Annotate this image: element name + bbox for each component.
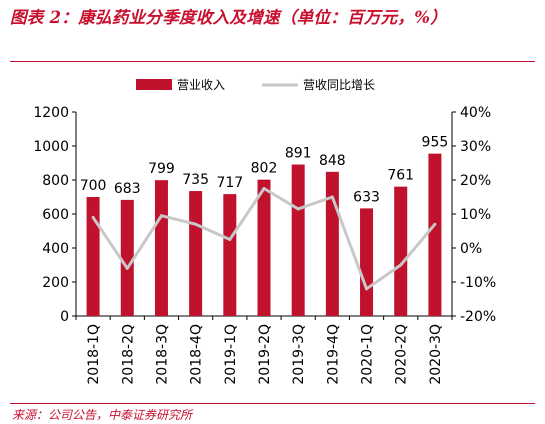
x-tick-label: 2019-4Q (325, 324, 341, 385)
y-right-tick-label: 30% (460, 139, 491, 155)
data-label: 955 (422, 135, 449, 151)
growth-point (125, 266, 129, 270)
y-left-tick-label: 200 (42, 275, 69, 291)
data-label: 802 (251, 161, 278, 177)
y-left-tick-label: 800 (42, 173, 69, 189)
data-label: 735 (182, 172, 209, 188)
x-tick-label: 2018-4Q (189, 324, 205, 385)
y-left-tick-label: 400 (42, 241, 69, 257)
y-right-tick-label: 40% (460, 105, 491, 121)
y-left-tick-label: 0 (60, 309, 69, 325)
growth-point (228, 238, 232, 241)
x-tick-label: 2019-2Q (257, 324, 273, 385)
data-label: 700 (80, 178, 107, 194)
data-label: 761 (387, 168, 414, 184)
y-left-tick-label: 600 (42, 207, 69, 223)
title-divider (10, 61, 535, 62)
bar (325, 171, 339, 316)
x-tick-label: 2020-2Q (394, 324, 410, 385)
bar (86, 197, 100, 316)
data-label: 799 (148, 161, 175, 177)
y-right-tick-label: 0% (460, 241, 482, 257)
bar (394, 186, 408, 316)
x-tick-label: 2018-2Q (120, 324, 136, 385)
y-right-tick-label: -10% (460, 275, 496, 291)
growth-point (159, 214, 163, 218)
bar (360, 208, 374, 316)
data-label: 848 (319, 153, 346, 169)
growth-point (330, 195, 334, 199)
x-tick-label: 2018-3Q (154, 324, 170, 385)
x-tick-label: 2018-1Q (86, 324, 102, 385)
bar (223, 194, 237, 316)
bar (428, 153, 442, 316)
y-right-tick-label: 10% (460, 207, 491, 223)
x-tick-label: 2019-3Q (291, 324, 307, 385)
y-left-tick-label: 1000 (33, 139, 69, 155)
legend-bar-label: 营业收入 (177, 78, 225, 92)
growth-point (399, 263, 403, 267)
x-tick-label: 2019-1Q (223, 324, 239, 385)
y-right-tick-label: -20% (460, 309, 496, 325)
data-label: 683 (114, 181, 141, 197)
bar (189, 191, 203, 316)
growth-point (262, 187, 266, 190)
growth-point (296, 207, 300, 211)
growth-point (433, 222, 437, 226)
bar (154, 180, 168, 316)
source-note: 来源：公司公告，中泰证券研究所 (12, 408, 193, 422)
growth-point (365, 287, 369, 291)
data-label: 633 (353, 189, 380, 205)
bar (120, 199, 134, 316)
data-label: 891 (285, 146, 312, 162)
legend-line-label: 营收同比增长 (303, 78, 375, 92)
growth-point (194, 222, 198, 226)
legend-bar-swatch (136, 79, 172, 90)
y-left-tick-label: 1200 (33, 105, 69, 121)
footer-divider (10, 403, 535, 404)
chart-title: 图表 2：康弘药业分季度收入及增速（单位：百万元，%） (10, 8, 448, 27)
bar (291, 164, 305, 316)
data-label: 717 (216, 175, 243, 191)
bar (257, 179, 271, 316)
y-right-tick-label: 20% (460, 173, 491, 189)
x-tick-label: 2020-3Q (428, 324, 444, 385)
x-tick-label: 2020-1Q (360, 324, 376, 385)
growth-point (91, 215, 95, 219)
